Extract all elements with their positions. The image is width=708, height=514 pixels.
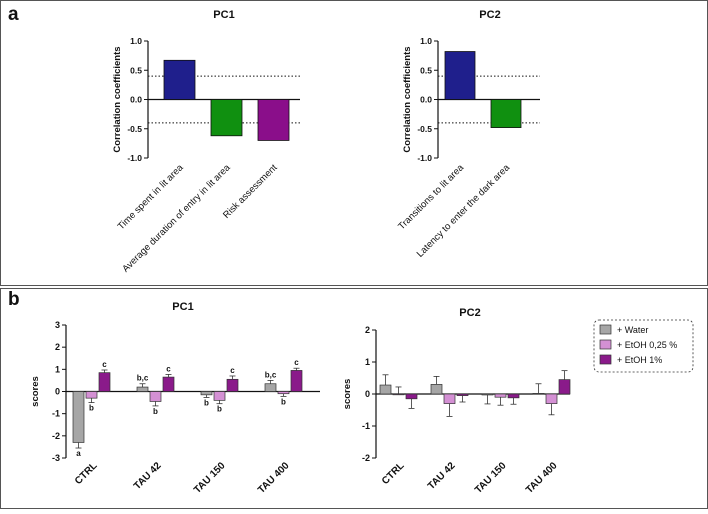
y-tick-label: 0.0 xyxy=(130,95,142,105)
bar xyxy=(149,391,162,402)
y-tick-label: -1 xyxy=(362,421,370,431)
chart-title: PC1 xyxy=(172,301,193,313)
y-axis-label: Correlation coefficients xyxy=(112,46,123,152)
y-tick-label: -2 xyxy=(362,453,370,463)
bar xyxy=(85,391,98,399)
significance-letter: a xyxy=(76,449,81,458)
y-tick-label: -0.5 xyxy=(127,124,142,134)
y-tick-label: -1 xyxy=(52,409,60,419)
bar xyxy=(430,384,443,395)
y-tick-label: -1.0 xyxy=(127,153,142,163)
bar xyxy=(98,372,111,392)
bar xyxy=(456,393,469,396)
bar xyxy=(507,393,520,399)
y-tick-label: 3 xyxy=(55,320,60,330)
significance-letter: b xyxy=(153,407,158,416)
bar xyxy=(257,99,290,141)
significance-letter: b xyxy=(204,398,209,407)
bar xyxy=(379,384,392,395)
bar xyxy=(545,393,558,404)
bar xyxy=(200,391,213,396)
y-tick-label: 1.0 xyxy=(130,36,142,46)
significance-letter: c xyxy=(230,366,235,375)
y-tick-label: 1.0 xyxy=(420,36,432,46)
bar xyxy=(136,386,149,392)
panel-b-label: b xyxy=(8,289,20,310)
bar xyxy=(494,393,507,398)
bar xyxy=(213,391,226,401)
significance-letter: b xyxy=(217,405,222,414)
y-tick-label: 0.5 xyxy=(420,65,432,75)
bar xyxy=(72,391,85,443)
significance-letter: b,c xyxy=(137,374,149,383)
significance-letter: b xyxy=(281,397,286,406)
significance-letter: c xyxy=(166,364,171,373)
bar xyxy=(490,99,522,128)
y-tick-label: -2 xyxy=(52,431,60,441)
y-axis-label: Correlation coefficients xyxy=(402,46,413,152)
y-tick-label: -3 xyxy=(52,453,60,463)
y-tick-label: 0 xyxy=(55,387,60,397)
y-tick-label: 2 xyxy=(55,342,60,352)
bar xyxy=(443,393,456,404)
y-axis-label: scores xyxy=(30,376,41,407)
y-tick-label: 2 xyxy=(365,325,370,335)
legend-swatch xyxy=(599,339,612,350)
legend-label: + Water xyxy=(617,325,648,335)
significance-letter: c xyxy=(102,360,107,369)
bar xyxy=(162,376,175,392)
bar xyxy=(226,378,239,392)
legend-swatch xyxy=(599,354,612,365)
legend: + Water + EtOH 0,25 % + EtOH 1% xyxy=(593,319,694,373)
legend-label: + EtOH 1% xyxy=(617,355,662,365)
bar xyxy=(392,393,405,396)
bar xyxy=(277,391,290,395)
chart-title: PC1 xyxy=(213,9,234,21)
bar xyxy=(405,393,418,400)
chart-title: PC2 xyxy=(479,9,500,21)
y-tick-label: 1 xyxy=(55,364,60,374)
panel-b-frame xyxy=(0,288,708,509)
legend-label: + EtOH 0,25 % xyxy=(617,340,677,350)
panel-a-frame xyxy=(0,0,708,286)
significance-letter: b xyxy=(89,404,94,413)
bar xyxy=(163,59,196,100)
y-tick-label: -0.5 xyxy=(417,124,432,134)
legend-swatch xyxy=(599,324,612,335)
y-tick-label: 0.0 xyxy=(420,95,432,105)
bar xyxy=(532,393,545,395)
bar xyxy=(264,383,277,392)
y-tick-label: 0 xyxy=(365,389,370,399)
y-tick-label: 0.5 xyxy=(130,65,142,75)
significance-letter: c xyxy=(294,358,299,367)
y-tick-label: 1 xyxy=(365,357,370,367)
y-axis-label: scores xyxy=(342,379,353,410)
legend-box xyxy=(593,319,694,373)
significance-letter: b,c xyxy=(265,370,277,379)
bar xyxy=(444,51,476,100)
chart-title: PC2 xyxy=(459,307,480,319)
bar xyxy=(558,379,571,395)
bar xyxy=(481,393,494,396)
panel-a-label: a xyxy=(8,4,19,25)
bar xyxy=(210,99,243,137)
bar xyxy=(290,370,303,392)
y-tick-label: -1.0 xyxy=(417,153,432,163)
